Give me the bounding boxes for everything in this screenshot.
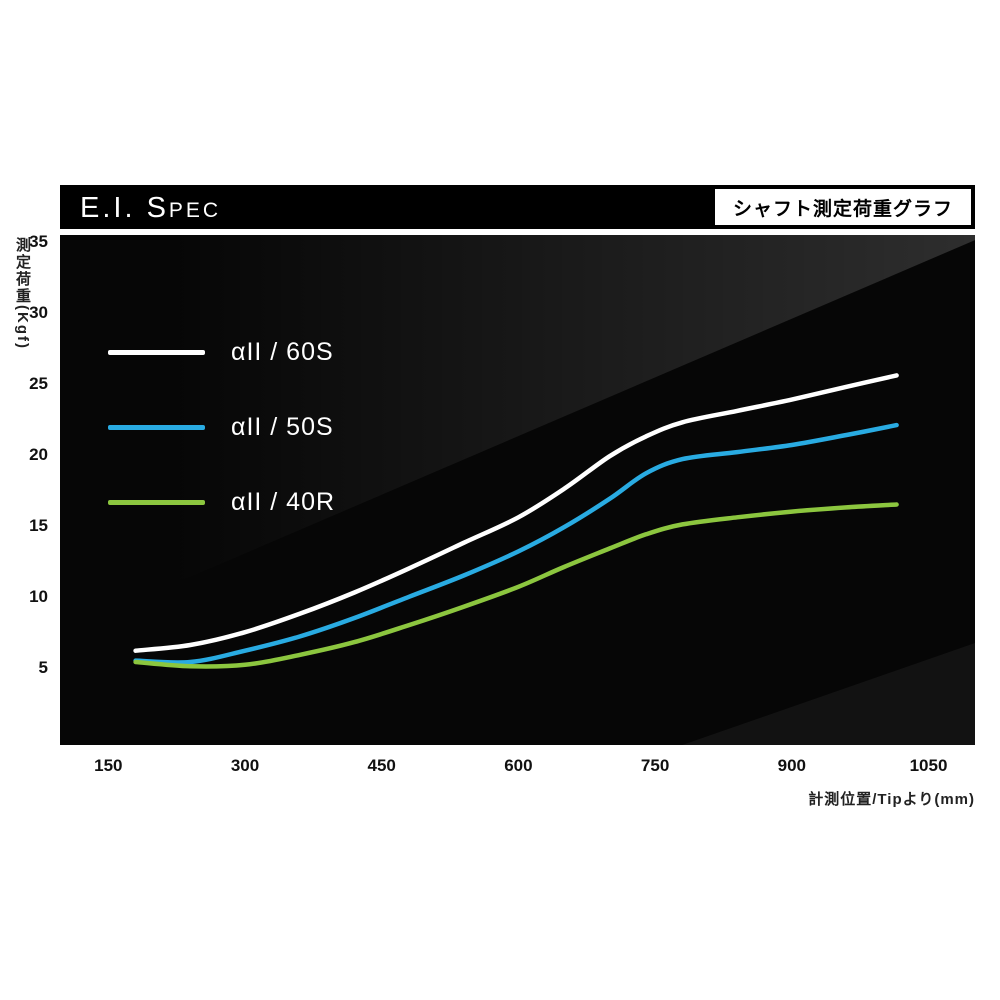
y-tick-label: 30 (29, 303, 48, 322)
y-axis-title: 測定荷重(Kgf) (14, 237, 31, 350)
legend-label: αII / 60S (231, 338, 334, 366)
chart-subtitle: シャフト測定荷重グラフ (732, 198, 953, 220)
header-bar: E.I. S PEC シャフト測定荷重グラフ (60, 185, 975, 229)
y-tick-label: 15 (29, 515, 48, 535)
legend-swatch (108, 350, 205, 355)
legend-swatch (108, 500, 205, 505)
series-line--II-60S (133, 373, 899, 653)
x-axis-title: 計測位置/Tipより(mm) (808, 791, 975, 808)
x-tick-label: 600 (504, 756, 533, 775)
legend-row: αII / 50S (108, 390, 335, 465)
legend-label: αII / 50S (231, 413, 334, 441)
y-tick-label: 35 (29, 232, 48, 252)
x-tick-label: 750 (640, 756, 670, 775)
chart-title-main: E.I. S (80, 192, 169, 224)
legend-swatch (108, 425, 205, 430)
legend-row: αII / 60S (108, 315, 335, 390)
legend-label: αII / 40R (231, 488, 336, 516)
y-tick-label: 10 (29, 586, 48, 606)
plot-area: αII / 60S αII / 50S αII / 40R (60, 235, 975, 745)
chart-lines-svg (133, 373, 899, 669)
x-axis-tick-labels: 150 300 450 600 750 900 1050 (60, 752, 975, 782)
chart-subtitle-box: シャフト測定荷重グラフ (714, 189, 971, 225)
x-tick-label: 300 (230, 756, 260, 775)
series-line--II-50S (133, 422, 899, 665)
x-tick-label: 900 (777, 756, 806, 775)
series-line--II-40R (133, 502, 899, 669)
legend-row: αII / 40R (108, 465, 335, 540)
chart-title: E.I. S PEC (80, 185, 221, 229)
y-tick-label: 5 (38, 657, 48, 677)
legend: αII / 60S αII / 50S αII / 40R (108, 315, 335, 540)
y-tick-label: 20 (29, 444, 48, 464)
x-tick-label: 1050 (909, 756, 948, 775)
x-tick-label: 450 (367, 756, 396, 775)
y-tick-label: 25 (29, 374, 48, 393)
chart-title-smallcaps: PEC (168, 199, 222, 222)
y-axis-tick-labels: 5 10 15 20 25 30 35 (0, 232, 54, 745)
x-tick-label: 150 (94, 756, 123, 775)
